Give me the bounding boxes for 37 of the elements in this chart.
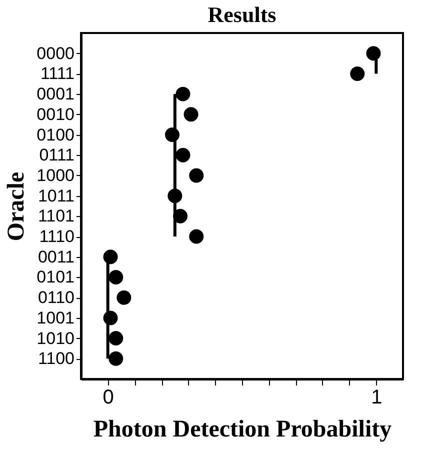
point bbox=[350, 66, 365, 81]
point bbox=[184, 107, 198, 122]
y-tick-label: 1001 bbox=[36, 308, 74, 328]
point bbox=[176, 86, 190, 102]
point bbox=[116, 290, 132, 305]
x-tick-label: 0 bbox=[102, 386, 114, 408]
y-tick-label: 1100 bbox=[38, 349, 74, 368]
y-tick-label: 1111 bbox=[40, 64, 74, 84]
point bbox=[189, 229, 204, 244]
x-tick-label: 1 bbox=[371, 386, 382, 408]
x-axis-title: Photon Detection Probability bbox=[93, 416, 392, 442]
point bbox=[108, 270, 124, 284]
point bbox=[168, 188, 182, 204]
point bbox=[108, 331, 124, 346]
point bbox=[103, 310, 118, 326]
y-tick-label: 1011 bbox=[38, 186, 74, 206]
y-tick-label: 0101 bbox=[36, 268, 74, 287]
y-tick-label: 0111 bbox=[39, 146, 74, 165]
y-tick-label: 1010 bbox=[36, 328, 74, 348]
y-axis-title: Oracle bbox=[4, 172, 30, 242]
point bbox=[189, 168, 204, 183]
point bbox=[108, 351, 124, 366]
point bbox=[176, 148, 190, 162]
y-tick-label: 0000 bbox=[36, 44, 74, 63]
y-tick-label: 0011 bbox=[38, 247, 74, 266]
point bbox=[366, 46, 381, 61]
y-tick-label: 0001 bbox=[36, 84, 74, 104]
y-tick-label: 1110 bbox=[39, 227, 74, 246]
point bbox=[103, 250, 118, 264]
y-tick-label: 1000 bbox=[36, 166, 74, 185]
y-tick-label: 0010 bbox=[36, 104, 74, 124]
y-tick-label: 0100 bbox=[36, 125, 74, 144]
y-tick-label: 0110 bbox=[38, 288, 74, 308]
y-tick-label: 1101 bbox=[38, 206, 74, 226]
chart-title: Results bbox=[208, 2, 277, 27]
point bbox=[173, 208, 188, 224]
point bbox=[164, 128, 180, 142]
